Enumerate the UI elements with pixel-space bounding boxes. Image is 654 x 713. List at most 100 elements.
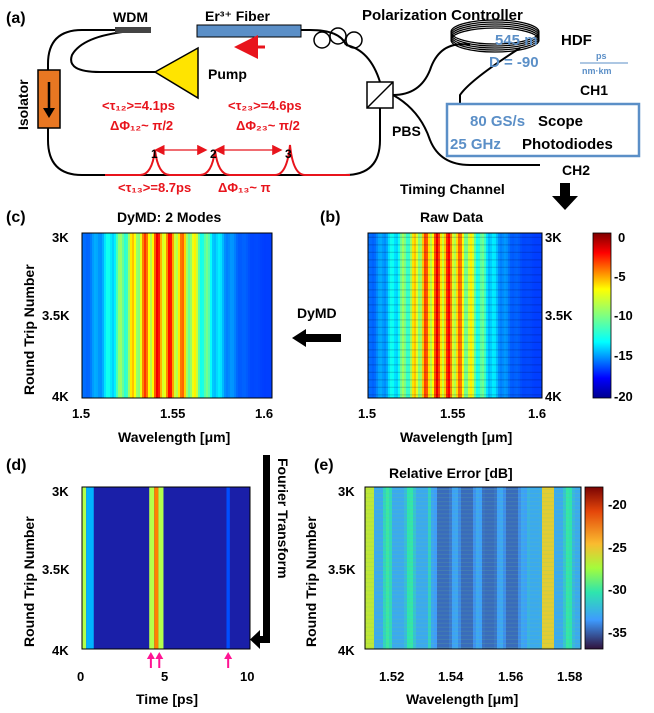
plot-e-frame	[364, 486, 582, 650]
heatmap-column	[120, 233, 123, 398]
error-column	[413, 487, 417, 649]
heatmap-column	[110, 233, 113, 398]
heatmap-column	[384, 233, 387, 398]
heatmap-column	[170, 233, 173, 398]
tau13-label: <τ₁₃>=8.7ps	[118, 180, 191, 195]
error-column	[473, 487, 477, 649]
plot-b-cbar-tick-3: -15	[614, 348, 633, 363]
photodiode-bandwidth: 25 GHz	[450, 136, 501, 153]
plot-b-heatmap	[368, 233, 543, 398]
heatmap-column	[478, 233, 481, 398]
heatmap-noise-row	[368, 386, 542, 388]
plot-c-xlabel: Wavelength [μm]	[118, 429, 230, 445]
heatmap-column	[178, 233, 181, 398]
heatmap-column	[226, 233, 229, 398]
heatmap-column	[382, 233, 385, 398]
heatmap-column	[92, 233, 95, 398]
heatmap-column	[132, 233, 135, 398]
heatmap-column	[526, 233, 529, 398]
heatmap-column	[208, 233, 211, 398]
fourier-transform-label: Fourier Transform	[275, 458, 291, 579]
heatmap-column	[256, 233, 259, 398]
error-grid-row	[365, 561, 581, 563]
heatmap-column	[108, 233, 111, 398]
timing-fiber	[392, 94, 540, 166]
error-grid-row	[365, 489, 581, 491]
heatmap-column	[496, 233, 499, 398]
heatmap-column	[520, 233, 523, 398]
error-grid-row	[365, 509, 581, 511]
heatmap-column	[220, 233, 223, 398]
error-grid-row	[365, 553, 581, 555]
pulse-label-3: 3	[285, 147, 292, 161]
error-column	[422, 487, 426, 649]
error-column	[398, 487, 402, 649]
heatmap-column	[388, 233, 391, 398]
plot-d-xtick-2: 10	[240, 669, 254, 684]
plot-b-cbar-tick-4: -20	[614, 389, 633, 404]
heatmap-column	[392, 233, 395, 398]
error-column	[455, 487, 459, 649]
error-grid-row	[365, 582, 581, 584]
plot-b-ytick-1: 3.5K	[545, 308, 573, 323]
error-column	[446, 487, 450, 649]
plot-e-title: Relative Error [dB]	[389, 465, 513, 481]
heatmap-column	[106, 233, 109, 398]
heatmap-column	[228, 233, 231, 398]
heatmap-column	[260, 233, 263, 398]
error-column	[425, 487, 429, 649]
heatmap-column	[424, 233, 427, 398]
ch2-label: CH2	[562, 162, 590, 178]
heatmap-column	[470, 233, 473, 398]
heatmap-column	[252, 233, 255, 398]
heatmap-column	[144, 233, 147, 398]
plot-d-xtick-1: 5	[161, 669, 168, 684]
polarization-controller-label: Polarization Controller	[362, 7, 523, 24]
error-column	[509, 487, 513, 649]
error-grid-row	[365, 642, 581, 644]
heatmap-column	[506, 233, 509, 398]
plot-d-xlabel: Time [ps]	[136, 691, 198, 707]
error-column	[431, 487, 435, 649]
heatmap-column	[198, 233, 201, 398]
plot-c-frame	[81, 232, 273, 399]
heatmap-column	[90, 233, 93, 398]
heatmap-column	[240, 233, 243, 398]
heatmap-column	[124, 233, 127, 398]
heatmap-column	[188, 233, 191, 398]
heatmap-column	[534, 233, 537, 398]
plot-e-ytick-1: 3.5K	[328, 562, 356, 577]
error-column	[452, 487, 456, 649]
error-column	[482, 487, 486, 649]
heatmap-column	[446, 233, 449, 398]
plot-b-colorbar	[592, 232, 612, 399]
heatmap-column	[476, 233, 479, 398]
heatmap-column	[122, 233, 125, 398]
plot-e-heatmap	[365, 487, 582, 649]
heatmap-noise-row	[368, 349, 542, 351]
error-column	[389, 487, 393, 649]
plot-e-cbar-tick-0: -20	[608, 497, 627, 512]
error-column	[491, 487, 495, 649]
panel-e: (e) Relative Error [dB] Round Trip Numbe…	[303, 457, 627, 707]
pulse-band-center	[154, 487, 159, 649]
error-column	[449, 487, 453, 649]
heatmap-column	[186, 233, 189, 398]
heatmap-column	[250, 233, 253, 398]
time-zero-band	[82, 487, 87, 649]
heatmap-column	[150, 233, 153, 398]
heatmap-column	[100, 233, 103, 398]
plot-c-ylabel: Round Trip Number	[21, 264, 37, 395]
error-column	[365, 487, 369, 649]
error-grid-row	[365, 634, 581, 636]
error-column	[542, 487, 546, 649]
heatmap-column	[152, 233, 155, 398]
fourier-connector-bar	[263, 455, 270, 640]
error-column	[419, 487, 423, 649]
heatmap-column	[486, 233, 489, 398]
error-column	[488, 487, 492, 649]
heatmap-column	[532, 233, 535, 398]
plot-e-cbar-tick-1: -25	[608, 540, 627, 555]
heatmap-column	[522, 233, 525, 398]
